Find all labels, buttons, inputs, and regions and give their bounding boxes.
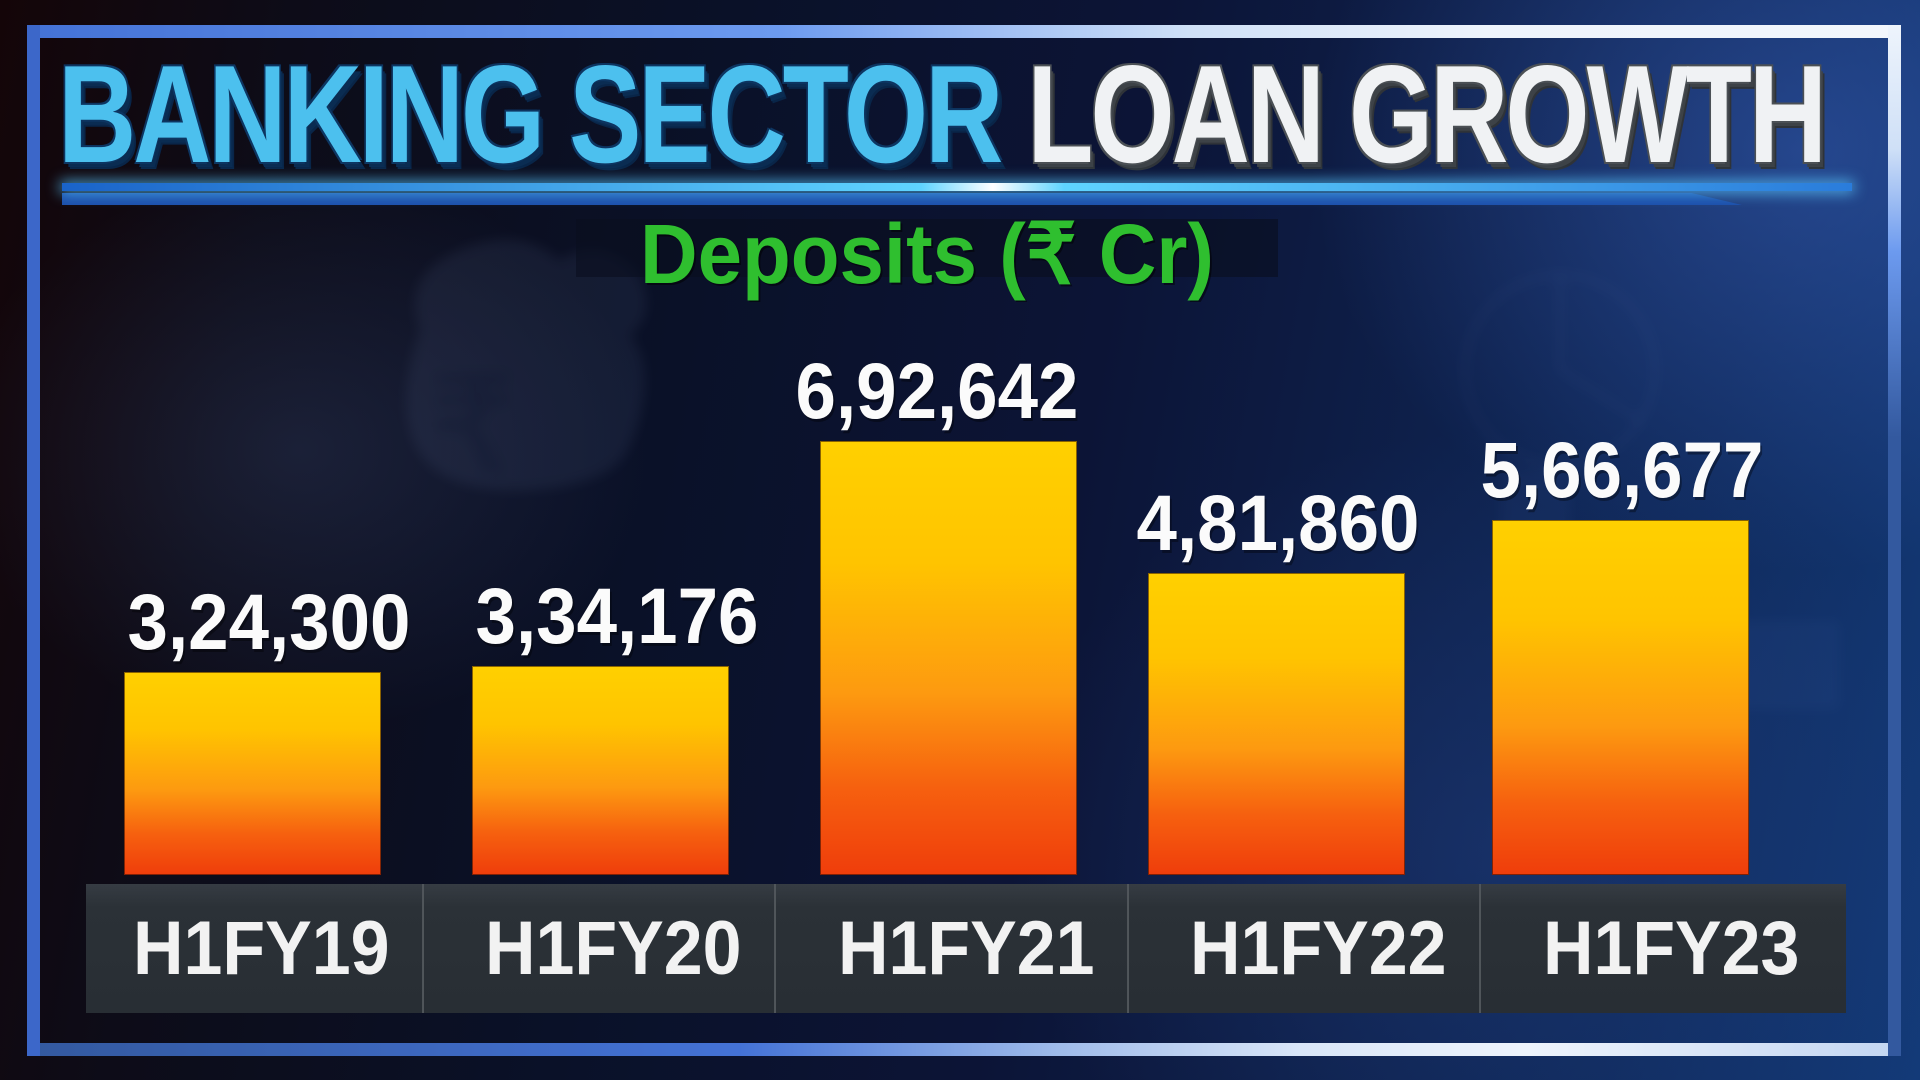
svg-text:₹: ₹ — [430, 352, 513, 498]
